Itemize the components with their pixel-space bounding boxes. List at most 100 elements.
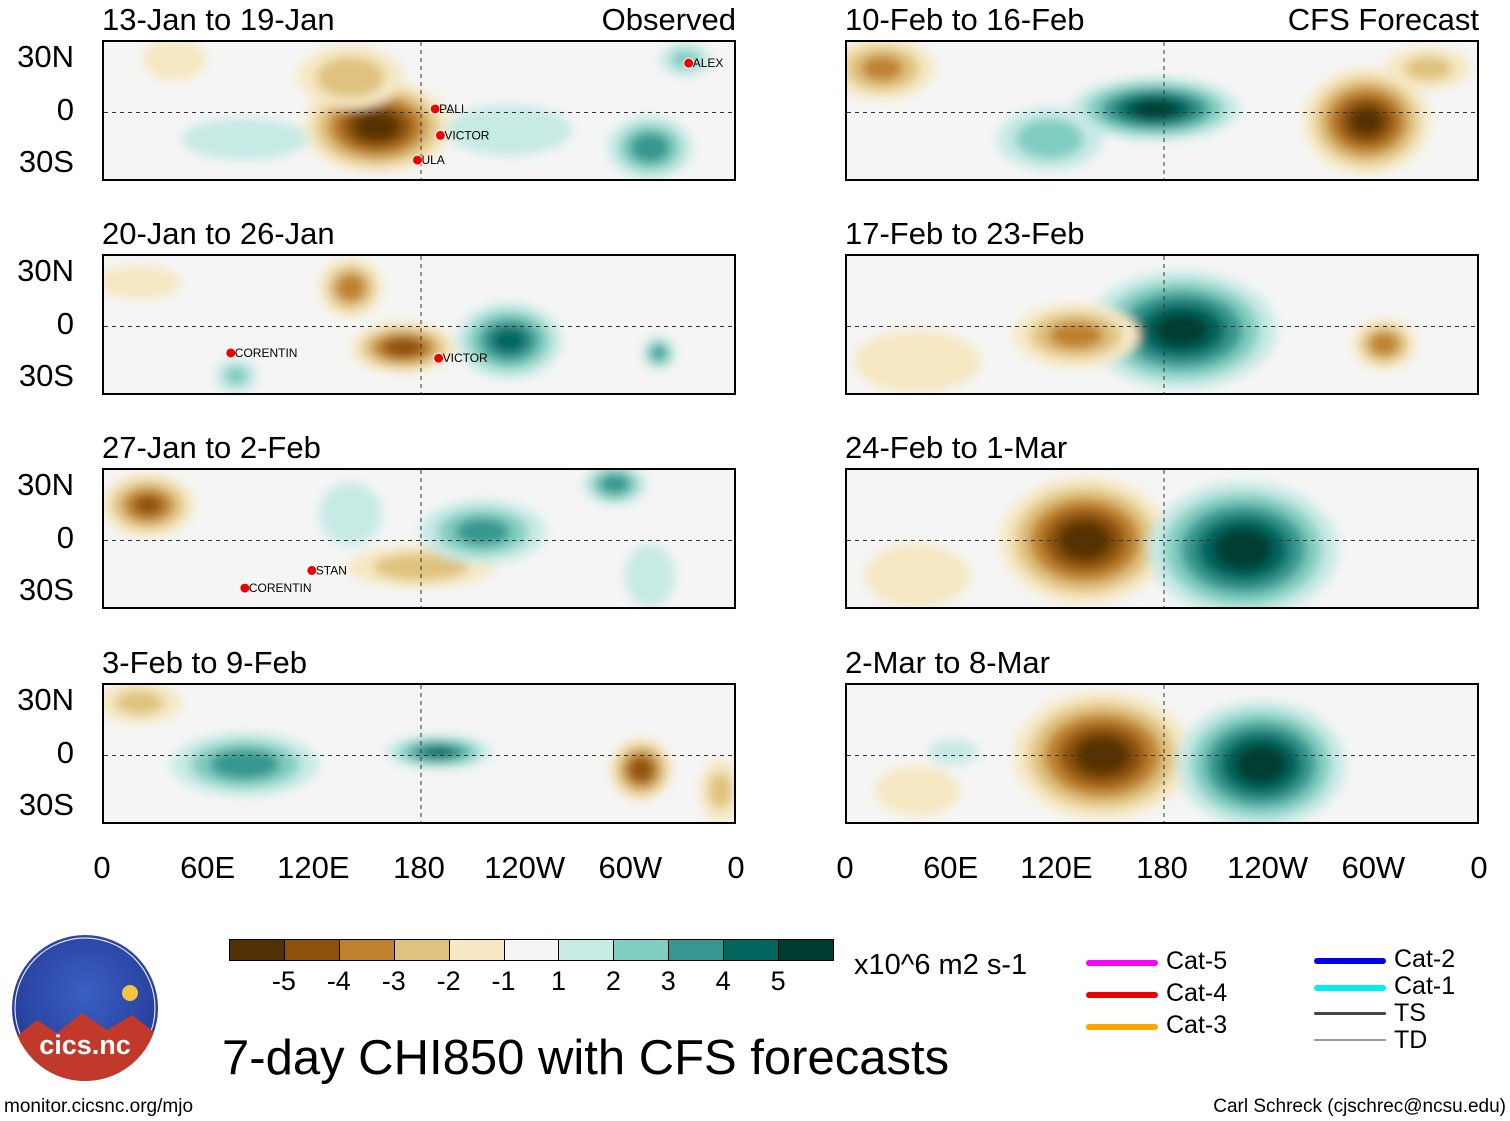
colorbar-label: 1 bbox=[550, 966, 566, 996]
wet-anomaly-contour bbox=[1132, 100, 1179, 118]
colorbar-label: -4 bbox=[326, 966, 351, 996]
dry-anomaly-contour bbox=[354, 112, 400, 142]
lat-tick-label: 30N bbox=[17, 682, 74, 717]
panel-title: 10-Feb to 16-Feb bbox=[845, 2, 1085, 37]
dry-anomaly-contour bbox=[854, 330, 981, 393]
storm-marker bbox=[411, 154, 423, 166]
legend-label: TS bbox=[1394, 999, 1426, 1027]
storm-label: ALEX bbox=[693, 56, 724, 70]
wet-anomaly-contour bbox=[1213, 528, 1273, 571]
figure-title: 7-day CHI850 with CFS forecasts bbox=[222, 1031, 950, 1085]
wet-anomaly-contour bbox=[181, 117, 309, 161]
colorbar-swatch bbox=[723, 939, 780, 961]
dry-anomaly-contour bbox=[629, 757, 654, 782]
lon-tick-label: 120E bbox=[277, 850, 350, 885]
lon-tick-label: 0 bbox=[1470, 850, 1488, 885]
colorbar-label: -3 bbox=[381, 966, 406, 996]
dry-anomaly-contour bbox=[864, 544, 971, 607]
panel-title: 24-Feb to 1-Mar bbox=[845, 430, 1068, 465]
colorbar-swatch bbox=[558, 939, 615, 961]
wet-anomaly-contour bbox=[624, 544, 676, 607]
storm-label: PALI bbox=[439, 102, 464, 116]
lon-tick-label: 0 bbox=[727, 850, 745, 885]
legend-label: Cat-3 bbox=[1166, 1011, 1228, 1039]
colorbar-swatch bbox=[229, 939, 285, 961]
lon-tick-label: 180 bbox=[1136, 850, 1188, 885]
lat-tick-label: 0 bbox=[56, 735, 74, 770]
panel-title: 27-Jan to 2-Feb bbox=[102, 430, 321, 465]
colorbar-units: x10^6 m2 s-1 bbox=[854, 949, 1028, 981]
panel-title: 20-Jan to 26-Jan bbox=[102, 216, 335, 251]
colorbar-label: 2 bbox=[605, 966, 621, 996]
lat-tick-label: 30N bbox=[17, 253, 74, 288]
anomaly-map bbox=[845, 468, 1479, 609]
colorbar-swatch bbox=[338, 939, 395, 961]
storm-label: CORENTIN bbox=[235, 346, 298, 360]
lon-tick-label: 120E bbox=[1020, 850, 1093, 885]
storm-label: ULA bbox=[421, 153, 444, 167]
colorbar-label: 3 bbox=[660, 966, 676, 996]
storm-marker bbox=[429, 103, 441, 115]
wet-anomaly-contour bbox=[455, 518, 510, 546]
lat-tick-label: 0 bbox=[56, 306, 74, 341]
dry-anomaly-contour bbox=[1369, 332, 1400, 357]
lat-tick-label: 30S bbox=[18, 572, 74, 607]
storm-marker bbox=[306, 564, 318, 576]
colorbar-swatch bbox=[393, 939, 450, 961]
legend-line-ts bbox=[1314, 1012, 1386, 1015]
legend-label: TD bbox=[1394, 1026, 1428, 1054]
legend-line-cat-2 bbox=[1314, 958, 1386, 964]
colorbar-swatch bbox=[283, 939, 340, 961]
legend-line-td bbox=[1314, 1039, 1386, 1041]
storm-label: VICTOR bbox=[444, 128, 489, 142]
forecast-label: CFS Forecast bbox=[1287, 2, 1479, 37]
anomaly-map: STAN CORENTIN bbox=[102, 468, 736, 609]
dry-anomaly-contour bbox=[1048, 321, 1104, 349]
lat-tick-label: 30N bbox=[17, 467, 74, 502]
wet-anomaly-contour bbox=[445, 104, 573, 156]
wet-anomaly-contour bbox=[927, 739, 979, 765]
dry-anomaly-contour bbox=[115, 690, 164, 715]
colorbar-swatch bbox=[448, 939, 505, 961]
dry-anomaly-contour bbox=[133, 495, 163, 515]
colorbar-swatch bbox=[668, 939, 725, 961]
dry-anomaly-contour bbox=[316, 56, 385, 98]
anomaly-map bbox=[845, 683, 1479, 824]
lon-tick-label: 0 bbox=[93, 850, 111, 885]
wet-anomaly-contour bbox=[629, 132, 670, 163]
legend-label: Cat-4 bbox=[1166, 979, 1228, 1007]
lon-tick-label: 60W bbox=[598, 850, 663, 885]
dry-anomaly-contour bbox=[104, 265, 182, 300]
anomaly-map: ALEX PALI VICTOR ULA bbox=[102, 40, 736, 181]
dry-anomaly-contour bbox=[142, 42, 207, 81]
panel-title: 2-Mar to 8-Mar bbox=[845, 645, 1050, 680]
anomaly-map: CORENTIN VICTOR bbox=[102, 254, 736, 395]
storm-marker bbox=[225, 347, 237, 359]
lon-tick-label: 120W bbox=[484, 850, 566, 885]
panel-title: 17-Feb to 23-Feb bbox=[845, 216, 1085, 251]
legend-label: Cat-1 bbox=[1394, 972, 1456, 1000]
dry-anomaly-contour bbox=[1404, 56, 1453, 81]
wet-anomaly-contour bbox=[1015, 118, 1084, 160]
dry-anomaly-contour bbox=[875, 765, 960, 817]
colorbar-label: -2 bbox=[436, 966, 461, 996]
colorbar-label: 4 bbox=[715, 966, 731, 996]
wet-anomaly-contour bbox=[1154, 313, 1209, 347]
dry-anomaly-contour bbox=[1074, 735, 1130, 776]
source-url[interactable]: monitor.cicsnc.org/mjo bbox=[4, 1096, 194, 1117]
lat-tick-label: 0 bbox=[56, 520, 74, 555]
anomaly-map bbox=[845, 254, 1479, 395]
wet-anomaly-contour bbox=[224, 366, 249, 386]
storm-marker bbox=[434, 129, 446, 141]
lat-tick-label: 30S bbox=[18, 144, 74, 179]
logo-text: cics.nc bbox=[39, 1030, 131, 1060]
colorbar-label: -1 bbox=[491, 966, 516, 996]
dry-anomaly-contour bbox=[1349, 106, 1384, 136]
dry-anomaly-contour bbox=[335, 273, 366, 302]
storm-label: VICTOR bbox=[443, 351, 488, 365]
wet-anomaly-contour bbox=[209, 749, 280, 780]
storm-marker bbox=[433, 352, 445, 364]
lon-tick-label: 120W bbox=[1227, 850, 1309, 885]
wet-anomaly-contour bbox=[652, 346, 666, 360]
